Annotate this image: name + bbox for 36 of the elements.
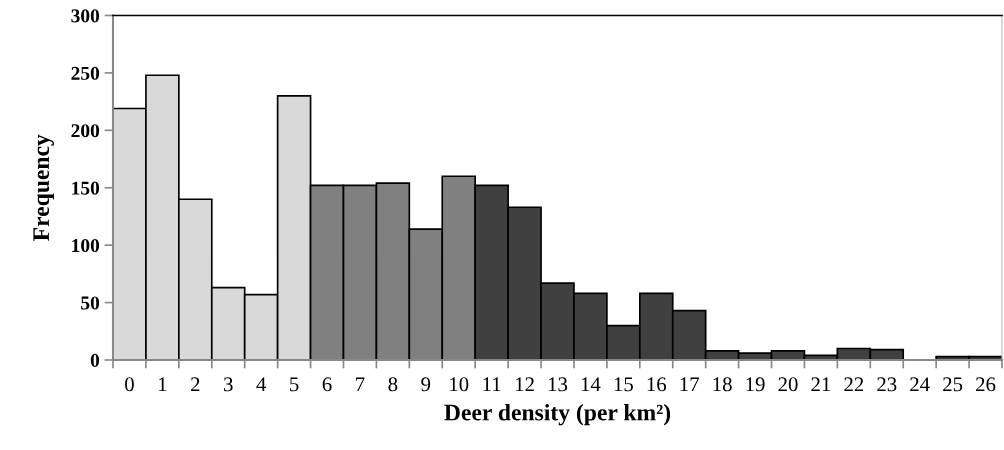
x-tick-label: 24 (910, 377, 930, 392)
x-tick-label: 19 (746, 377, 765, 392)
y-axis-title: Frequency (33, 134, 54, 241)
x-tick-label: 2 (191, 377, 200, 392)
x-tick-label: 26 (976, 377, 996, 392)
x-tick-label: 9 (421, 377, 431, 392)
x-tick-label: 23 (877, 377, 897, 392)
x-tick-label: 13 (548, 377, 568, 392)
x-tick-label: 21 (811, 377, 831, 392)
x-tick-label: 1 (159, 377, 167, 392)
y-tick-label: 50 (81, 296, 100, 310)
x-tick-label: 8 (388, 377, 398, 392)
x-tick-label: 5 (290, 377, 299, 392)
x-tick-label: 17 (680, 377, 700, 392)
x-tick-label: 25 (943, 377, 963, 392)
x-tick-label: 18 (713, 377, 732, 392)
x-tick-label: 22 (844, 377, 864, 392)
y-tick-label: 150 (72, 181, 100, 195)
y-tick-label: 0 (90, 353, 100, 367)
x-tick-label: 7 (356, 377, 365, 392)
y-tick-label: 250 (71, 66, 100, 80)
y-tick-label: 200 (71, 124, 100, 138)
x-tick-label: 16 (647, 377, 667, 392)
x-tick-label: 10 (450, 377, 469, 392)
x-tick-label: 14 (581, 377, 601, 392)
x-tick-label: 3 (224, 377, 233, 392)
y-tick-label: 300 (71, 9, 100, 23)
x-tick-label: 20 (778, 377, 798, 392)
x-tick-label: 11 (483, 377, 501, 392)
x-tick-label: 6 (322, 377, 332, 392)
x-tick-label: 4 (256, 377, 267, 392)
x-axis-title: Deer density (per km²) (444, 403, 671, 426)
x-tick-label: 0 (125, 377, 134, 392)
x-tick-label: 15 (614, 377, 633, 392)
y-tick-label: 100 (72, 238, 100, 253)
x-tick-label: 12 (515, 377, 534, 392)
